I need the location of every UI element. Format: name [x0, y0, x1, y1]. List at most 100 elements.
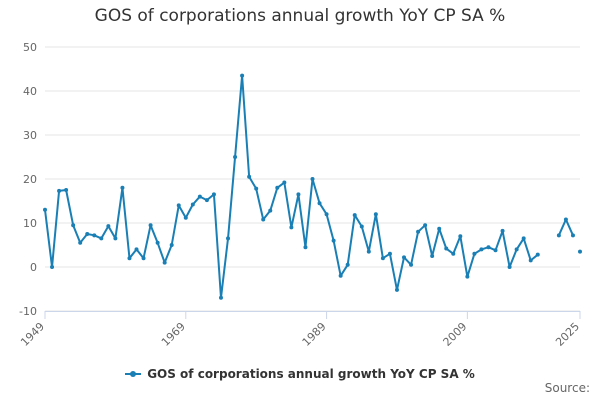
data-point	[535, 252, 540, 257]
data-point	[141, 256, 146, 261]
data-point	[99, 236, 104, 241]
legend[interactable]: GOS of corporations annual growth YoY CP…	[0, 364, 600, 381]
data-point	[465, 274, 470, 279]
credits-source[interactable]: Source:	[544, 381, 590, 395]
data-point	[423, 223, 428, 228]
data-point	[345, 262, 350, 267]
data-point	[444, 246, 449, 251]
data-point	[521, 236, 526, 241]
data-point	[373, 212, 378, 217]
data-point	[233, 155, 238, 159]
data-point	[556, 233, 561, 238]
data-point	[338, 273, 343, 278]
data-point	[563, 217, 568, 222]
data-point	[282, 180, 287, 185]
data-point	[50, 265, 55, 269]
data-point	[268, 208, 273, 213]
y-tick-label: 10	[23, 217, 37, 230]
data-series	[43, 73, 582, 300]
data-point	[134, 247, 139, 252]
data-point	[148, 223, 153, 228]
legend-item[interactable]: GOS of corporations annual growth YoY CP…	[125, 367, 475, 381]
data-point	[409, 262, 414, 267]
data-point	[92, 233, 97, 238]
data-point	[472, 251, 477, 256]
data-point	[500, 228, 505, 233]
x-tick-label: 1949	[18, 320, 47, 349]
data-point	[261, 217, 266, 222]
y-tick-label: -10	[19, 305, 37, 318]
x-tick-label: 1969	[159, 320, 188, 349]
data-point	[57, 188, 62, 193]
data-point	[183, 215, 188, 220]
data-point	[247, 174, 252, 179]
data-point	[162, 260, 167, 265]
data-point	[394, 287, 399, 292]
data-point	[507, 265, 512, 269]
data-point	[303, 245, 308, 250]
data-point	[458, 234, 463, 239]
y-tick-label: 50	[23, 41, 37, 54]
data-point	[514, 247, 519, 252]
data-point	[120, 185, 125, 190]
data-point	[430, 254, 435, 258]
data-point	[528, 258, 533, 263]
data-point	[43, 207, 47, 212]
data-point	[106, 224, 111, 229]
data-point	[155, 240, 160, 245]
data-point	[380, 256, 385, 261]
legend-label: GOS of corporations annual growth YoY CP…	[147, 367, 475, 381]
data-point	[127, 256, 132, 261]
x-axis-tick-labels: 1949 1969 1989 2009 2025	[18, 320, 582, 349]
y-tick-label: 30	[23, 129, 37, 142]
data-point	[113, 236, 118, 241]
data-point	[275, 185, 280, 190]
data-point	[352, 213, 357, 218]
data-point	[437, 226, 442, 231]
data-point	[218, 295, 223, 300]
data-point	[190, 202, 195, 207]
data-point	[366, 249, 371, 254]
data-point	[64, 188, 69, 192]
data-point	[71, 223, 76, 228]
data-point	[387, 251, 392, 256]
data-point	[479, 247, 484, 252]
series-line	[557, 218, 574, 236]
data-point	[176, 203, 181, 208]
x-tick-label: 2009	[440, 320, 469, 349]
data-point	[240, 73, 245, 78]
data-point	[402, 255, 407, 260]
data-point	[78, 240, 83, 245]
data-point	[317, 201, 322, 206]
data-point	[296, 192, 301, 197]
y-axis-tick-labels: -10 0 10 20 30 40 50	[19, 41, 37, 318]
data-point	[310, 177, 315, 181]
x-tick-label: 1989	[300, 320, 329, 349]
data-point	[359, 224, 364, 229]
data-point	[578, 249, 582, 254]
chart-title: GOS of corporations annual growth YoY CP…	[94, 6, 506, 26]
data-point	[416, 229, 421, 234]
y-tick-label: 0	[30, 261, 37, 274]
data-point	[451, 251, 456, 256]
data-point	[324, 212, 329, 217]
data-point	[211, 192, 216, 197]
x-axis	[44, 311, 581, 319]
series-line	[44, 74, 539, 299]
y-tick-label: 40	[23, 85, 37, 98]
y-tick-label: 20	[23, 173, 37, 186]
data-point	[331, 238, 336, 243]
data-point	[254, 186, 259, 191]
data-point	[197, 194, 202, 199]
data-point	[85, 232, 90, 236]
data-point	[226, 236, 231, 241]
legend-line-marker-icon	[125, 371, 142, 377]
data-point	[493, 248, 498, 253]
data-point	[570, 233, 575, 238]
data-point	[289, 225, 294, 230]
data-point	[204, 198, 209, 203]
x-tick-label: 2025	[553, 320, 582, 349]
data-point	[169, 243, 174, 247]
data-point	[486, 245, 491, 250]
